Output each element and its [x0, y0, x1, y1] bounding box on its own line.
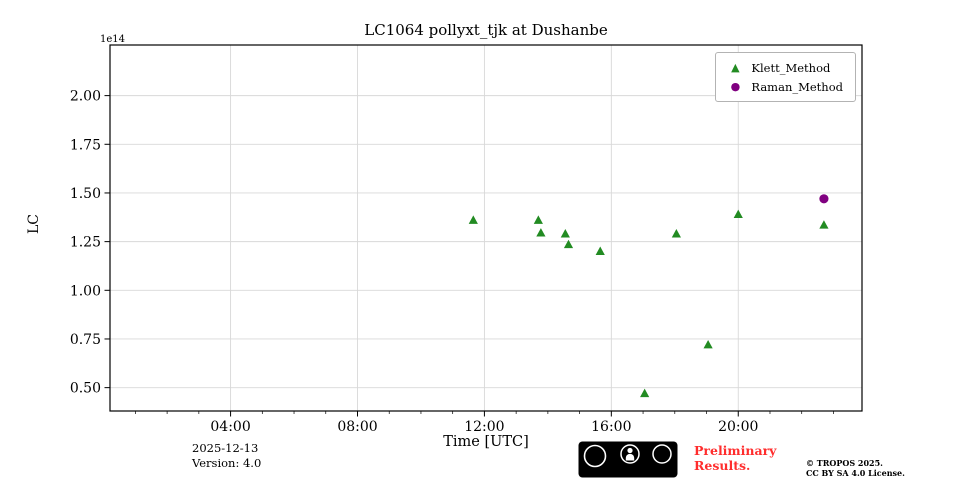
y-tick-label: 0.75 [70, 332, 101, 348]
data-point-klett_method [733, 209, 743, 218]
cc-icon-label: CC [588, 453, 602, 463]
legend-entry-klett: ▲ Klett_Method [724, 58, 843, 77]
data-point-raman_method [819, 194, 829, 204]
y-tick-label: 0.50 [70, 381, 101, 397]
license-text: CC BY SA 4.0 License. [806, 468, 905, 478]
data-point-klett_method [560, 229, 570, 238]
data-point-klett_method [819, 220, 829, 229]
data-point-klett_method [703, 340, 713, 349]
person-body-icon [625, 453, 635, 461]
footer-version: Version: 4.0 [192, 456, 262, 470]
x-tick-label: 04:00 [210, 419, 250, 435]
tropos-copyright: © TROPOS 2025. [806, 458, 883, 468]
by-label: BY [624, 467, 636, 476]
data-point-klett_method [536, 228, 546, 237]
y-tick-label: 1.75 [70, 137, 101, 153]
data-point-klett_method [563, 239, 574, 249]
legend-label-klett: Klett_Method [751, 60, 831, 75]
chart-title: LC1064 pollyxt_tjk at Dushanbe [364, 21, 608, 39]
y-axis-offset-text: 1e14 [100, 34, 126, 45]
preliminary-results-text: Preliminary Results. [694, 443, 777, 473]
x-tick-label: 16:00 [591, 419, 631, 435]
data-point-klett_method [671, 229, 681, 238]
data-point-klett_method [533, 215, 543, 224]
y-tick-label: 1.50 [70, 186, 101, 202]
plot-frame [109, 44, 863, 412]
footer-date: 2025-12-13 [192, 441, 259, 455]
triangle-marker-icon: ▲ [731, 61, 740, 74]
cc-icon [583, 444, 607, 468]
data-point-klett_method [595, 246, 605, 255]
sa-arrow-icon [652, 444, 672, 464]
person-head-icon [627, 447, 633, 454]
x-axis-label: Time [UTC] [443, 434, 529, 450]
copyright-block: © TROPOS 2025. CC BY SA 4.0 License. [806, 458, 905, 478]
data-point-klett_method [468, 215, 478, 224]
legend: ▲ Klett_Method ● Raman_Method [715, 52, 856, 102]
circle-marker-icon: ● [730, 80, 741, 93]
data-point-klett_method [640, 388, 650, 398]
cc-by-sa-badge: CC BY ↺ SA [578, 441, 678, 478]
legend-label-raman: Raman_Method [751, 79, 843, 94]
y-tick-label: 2.00 [70, 89, 101, 105]
sa-label: SA [656, 467, 667, 476]
y-tick-label: 1.25 [70, 235, 101, 251]
by-person-icon [620, 444, 640, 464]
x-tick-label: 20:00 [718, 419, 758, 435]
x-tick-label: 08:00 [337, 419, 377, 435]
y-tick-label: 1.00 [70, 283, 101, 299]
y-axis-label: LC [26, 213, 43, 235]
x-tick-label: 12:00 [464, 419, 504, 435]
legend-entry-raman: ● Raman_Method [724, 77, 843, 96]
sa-arrow-glyph: ↺ [657, 448, 667, 462]
